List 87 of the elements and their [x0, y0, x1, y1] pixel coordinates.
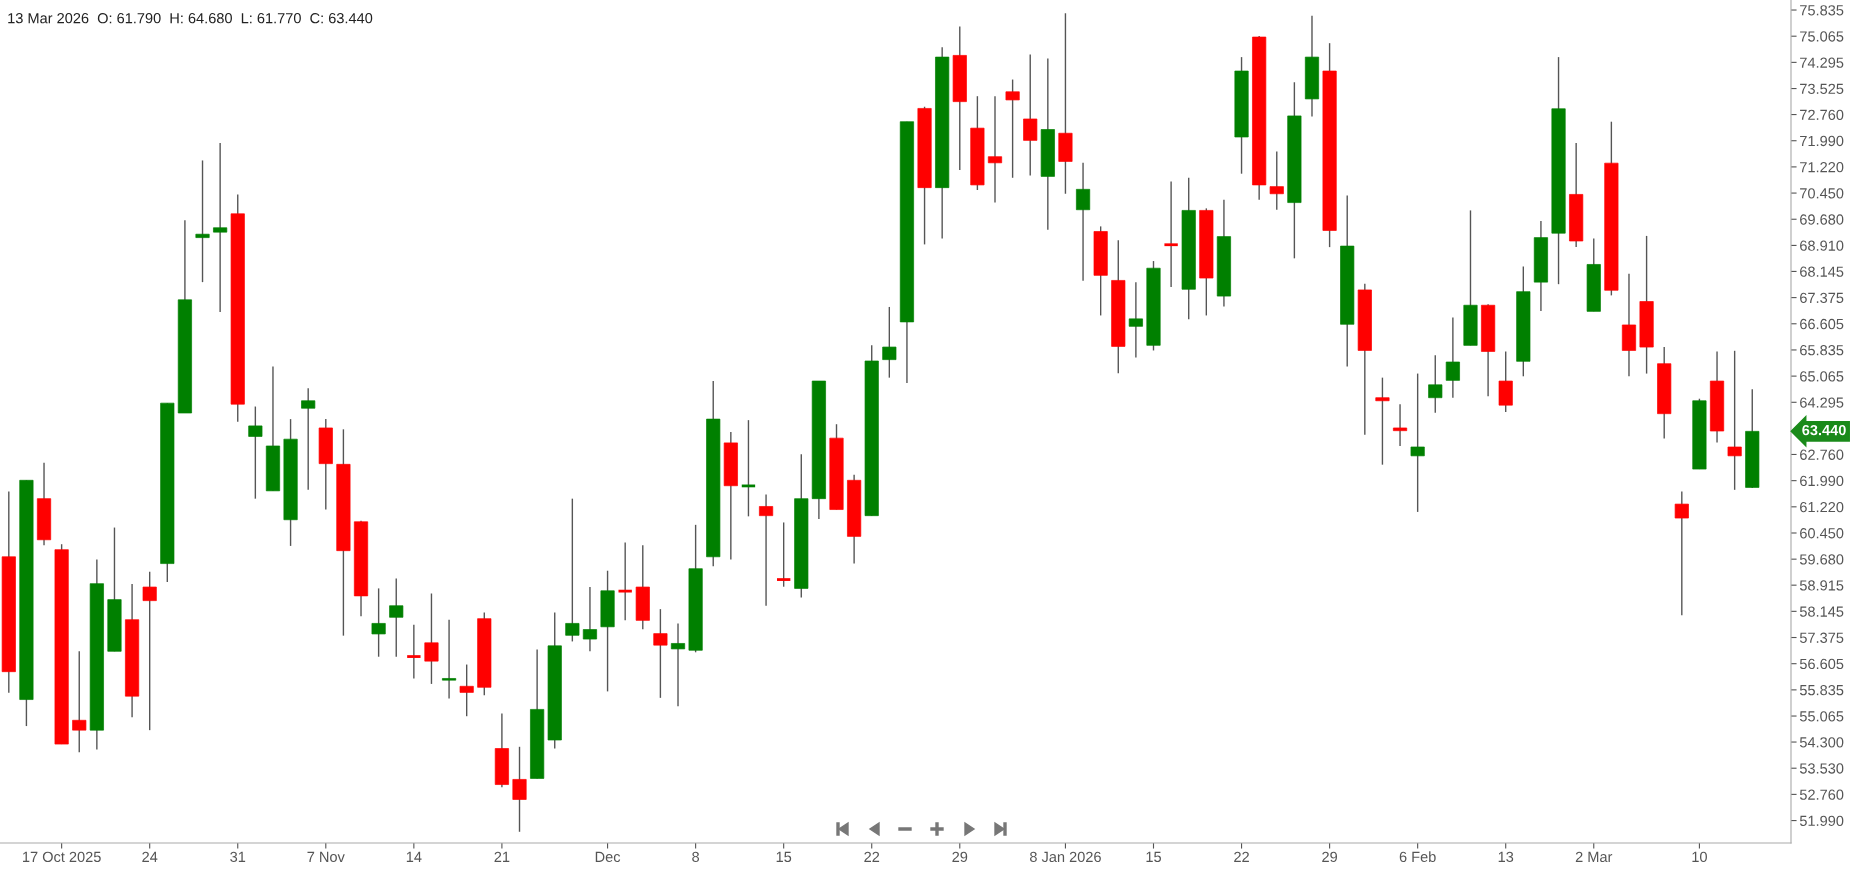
candlestick: [142, 571, 157, 731]
y-tick-label: 59.680: [1799, 554, 1844, 565]
y-tick-label: 68.910: [1800, 240, 1844, 251]
y-tick-label: 62.760: [1800, 449, 1844, 460]
x-tick-label: 7 Nov: [307, 851, 345, 863]
candlestick: [1445, 316, 1460, 399]
y-tick-label: 69.680: [1800, 214, 1844, 225]
text: 63.440: [1802, 424, 1846, 436]
x-tick-label: 8 Jan 2026: [1029, 851, 1101, 863]
candlestick: [1128, 281, 1143, 359]
candlestick: [213, 142, 228, 313]
candlestick: [670, 622, 686, 708]
candlestick: [1410, 372, 1425, 513]
candlestick: [1727, 350, 1742, 491]
x-tick-label: 29: [1322, 851, 1338, 863]
y-tick-label: 61.990: [1800, 475, 1844, 487]
x-tick-label: 22: [864, 851, 880, 862]
x-tick-label: 21: [494, 851, 510, 862]
y-tick-label: 67.375: [1800, 292, 1844, 304]
candlestick: [1375, 376, 1390, 466]
x-tick-label: 17 Oct 2025: [23, 851, 101, 863]
y-tick-label: 75.065: [1800, 31, 1844, 42]
x-tick-label: 22: [1234, 851, 1249, 862]
y-tick-label: 70.450: [1800, 188, 1844, 199]
candlestick: [371, 587, 386, 658]
candlestick: [775, 521, 792, 588]
candlestick: [405, 624, 422, 680]
x-tick-label: 8: [692, 851, 700, 863]
candlestick: [1393, 403, 1408, 447]
candlestick: [653, 608, 668, 699]
y-tick-label: 71.220: [1800, 162, 1844, 173]
candlestick: [1023, 53, 1038, 177]
y-tick-label: 75.835: [1800, 5, 1844, 16]
y-tick-label: 57.375: [1799, 632, 1844, 643]
x-tick-label: 24: [142, 851, 158, 862]
y-tick-label: 58.145: [1799, 606, 1844, 617]
candlestick: [442, 618, 457, 700]
candlestick: [565, 497, 580, 643]
x-tick-label: 13: [1498, 851, 1514, 863]
y-tick-label: 64.295: [1800, 397, 1844, 408]
x-tick-label: 29: [952, 851, 968, 863]
candlestick: [617, 541, 634, 622]
x-tick-label: 2 Mar: [1575, 851, 1613, 863]
y-tick-label: 68.145: [1800, 266, 1844, 277]
candlestick: [1076, 162, 1091, 282]
candlestick: [195, 159, 210, 283]
y-tick-label: 72.760: [1800, 109, 1844, 120]
y-tick-label: 74.295: [1800, 57, 1844, 68]
y-tick-label: 71.990: [1800, 135, 1844, 147]
candlestick: [1163, 180, 1180, 288]
y-tick-label: 66.605: [1800, 318, 1844, 330]
x-tick-label: 15: [1146, 851, 1161, 863]
y-tick-label: 60.450: [1800, 528, 1844, 539]
candlestick: [987, 95, 1003, 204]
x-tick-label: 6 Feb: [1399, 851, 1436, 863]
candlestick: [759, 493, 774, 607]
candlestick: [248, 405, 263, 500]
candlestick: [1005, 78, 1020, 179]
candlestick: [424, 592, 439, 685]
y-tick-label: 51.990: [1799, 815, 1844, 826]
candlestick: [72, 650, 87, 753]
candlestick: [582, 586, 597, 652]
y-tick-label: 65.065: [1800, 371, 1844, 382]
x-tick-label: 15: [776, 851, 792, 863]
y-tick-label: 55.065: [1799, 711, 1844, 722]
candlestick: [512, 746, 527, 833]
y-tick-label: 73.525: [1800, 83, 1844, 94]
x-tick-label: 14: [406, 851, 422, 862]
candlestick: [1428, 354, 1443, 414]
x-tick-label: 10: [1692, 851, 1707, 863]
y-tick-label: 65.835: [1800, 345, 1844, 356]
x-tick-label: Dec: [595, 851, 621, 863]
candlestick: [389, 577, 404, 658]
y-tick-label: 55.835: [1799, 684, 1844, 696]
candlestick: [301, 387, 316, 491]
y-tick-label: 54.300: [1799, 737, 1844, 748]
candlestick: [882, 306, 897, 379]
y-tick-label: 56.605: [1799, 658, 1844, 670]
x-tick-label: 31: [230, 851, 246, 863]
candlestick: [1269, 150, 1284, 211]
y-tick-label: 58.915: [1799, 580, 1844, 591]
text: 13 Mar 2026 O: 61.790 H: 64.680 L: 61.770 C: 63.440: [8, 13, 373, 24]
y-tick-label: 53.530: [1799, 763, 1844, 774]
candlestick: [459, 663, 474, 717]
candlestick: [1674, 490, 1689, 616]
y-tick-label: 61.220: [1800, 501, 1844, 513]
y-tick-label: 52.760: [1799, 789, 1844, 800]
